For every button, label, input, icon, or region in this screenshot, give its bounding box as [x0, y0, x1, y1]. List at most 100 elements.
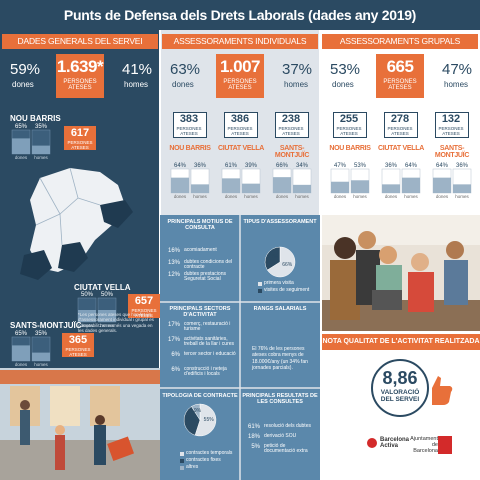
- bar-value: 64%: [435, 163, 448, 169]
- total-box: [56, 54, 104, 98]
- quality-banner: [322, 334, 480, 350]
- bar-value: 39%: [244, 163, 257, 169]
- item-label: petició de documentació extra: [264, 443, 308, 455]
- bar-label: dones: [333, 194, 347, 199]
- bar: [12, 345, 30, 361]
- bar-value: 47%: [333, 163, 346, 169]
- column-header-text: ASSESSORAMENTS GRUPALS: [339, 36, 461, 46]
- bar-value: 36%: [384, 163, 397, 169]
- pie-label: 66%: [282, 261, 293, 268]
- district-total: [275, 112, 309, 138]
- item-label: dubtes prestacions Seguretat Social: [184, 271, 226, 283]
- district-total-number: 238: [281, 113, 301, 125]
- district-total: [128, 294, 160, 318]
- bar-label: homes: [34, 362, 48, 367]
- logo-ajuntament: Ajuntament de Barcelona: [410, 436, 438, 454]
- bar-label: dones: [384, 194, 398, 199]
- bar-value: 64%: [173, 163, 186, 169]
- district-total: [384, 112, 418, 138]
- district-total-number: 255: [339, 113, 359, 125]
- legend-swatch: [258, 289, 262, 293]
- bar: [402, 177, 420, 193]
- district-total: [224, 112, 258, 138]
- bar-label: dones: [80, 323, 94, 328]
- pie-slice: [264, 246, 281, 271]
- district-total-number: 617: [70, 127, 90, 139]
- pie-label: 55%: [203, 417, 214, 424]
- bar-value: 50%: [80, 292, 93, 298]
- total-box: [216, 54, 264, 98]
- bar-label: homes: [404, 194, 418, 199]
- district-total-label: PERSONES ATESES: [227, 126, 253, 136]
- district-total-number: 278: [390, 113, 410, 125]
- pie-slice: [194, 403, 217, 437]
- total-label: PERSONES ATESES: [63, 79, 97, 92]
- men-label: homes: [124, 80, 149, 89]
- bar-value: 61%: [224, 163, 237, 169]
- item-value: 18%: [247, 434, 260, 440]
- men-pct: 37%: [282, 61, 313, 78]
- bar-value: 50%: [100, 292, 113, 298]
- bar: [222, 178, 240, 193]
- illustration: [0, 368, 160, 480]
- bar-label: dones: [173, 194, 187, 199]
- bar-value: 64%: [404, 163, 417, 169]
- bar-label: homes: [100, 323, 114, 328]
- panel-title: PRINCIPALS RESULTATS DE LES CONSULTES: [242, 393, 318, 405]
- bar-label: homes: [455, 194, 469, 199]
- panel-title: RANGS SALARIALS: [253, 306, 307, 312]
- column-header-text: DADES GENERALS DEL SERVEI: [17, 36, 143, 46]
- total-box: [376, 54, 424, 98]
- pie-slice: [191, 403, 201, 421]
- bar-value: 36%: [193, 163, 206, 169]
- bar: [191, 184, 209, 193]
- district-total-label: PERSONES ATESES: [67, 140, 93, 150]
- district-name: SANTS-MONTJUÏC: [10, 321, 82, 330]
- panel-text: El 76% de les persones ateses cobra meny…: [252, 346, 308, 371]
- bar: [351, 180, 369, 193]
- item-label: resolució dels dubtes: [264, 423, 311, 429]
- bar: [32, 145, 50, 154]
- bar-label: homes: [193, 194, 207, 199]
- legend-label: contractes temporals: [186, 450, 233, 456]
- logo-icon: [438, 436, 452, 454]
- item-value: 17%: [167, 322, 180, 328]
- bar: [273, 177, 291, 193]
- score: 8,86: [382, 368, 418, 388]
- item-label: construcció i neteja d'edificis i locals: [184, 366, 227, 378]
- men-label: homes: [444, 80, 469, 89]
- bar: [382, 184, 400, 193]
- title-bar: [0, 0, 480, 30]
- district-total-label: PERSONES ATESES: [438, 126, 464, 136]
- district-name: CIUTAT VELLA: [218, 145, 264, 152]
- legend-swatch: [258, 282, 262, 286]
- pie-label: 34%: [267, 254, 278, 261]
- item-label: tercer sector i educació: [184, 351, 236, 357]
- pie-label: 9%: [193, 407, 202, 414]
- bar-value: 66%: [275, 163, 288, 169]
- total-number: 1.639*: [56, 57, 104, 76]
- legend-label: primera visita: [264, 280, 294, 286]
- title: Punts de Defensa dels Drets Laborals (da…: [63, 7, 417, 23]
- district-name: CIUTAT VELLA: [74, 283, 131, 292]
- score-label: VALORACIÓ DEL SERVEI: [380, 389, 420, 403]
- bar-label: homes: [244, 194, 258, 199]
- total-number: 1.007: [219, 57, 261, 76]
- bar: [433, 177, 451, 193]
- bar: [171, 177, 189, 193]
- bar-value: 36%: [455, 163, 468, 169]
- column-header: [2, 34, 158, 49]
- legend-label: contractes fixes: [186, 457, 221, 463]
- women-label: dones: [332, 80, 354, 89]
- column-header: [322, 34, 478, 49]
- legend-label: altres: [186, 464, 199, 470]
- district-total-label: PERSONES ATESES: [176, 126, 202, 136]
- item-value: 6%: [171, 367, 180, 373]
- legend-swatch: [180, 452, 184, 456]
- item-value: 12%: [167, 272, 180, 278]
- item-value: 6%: [171, 352, 180, 358]
- column-header-text: ASSESSORAMENTS INDIVIDUALS: [173, 36, 307, 46]
- thumbs-up: [432, 376, 453, 405]
- district-total: [62, 333, 94, 357]
- women-pct: 59%: [10, 61, 41, 78]
